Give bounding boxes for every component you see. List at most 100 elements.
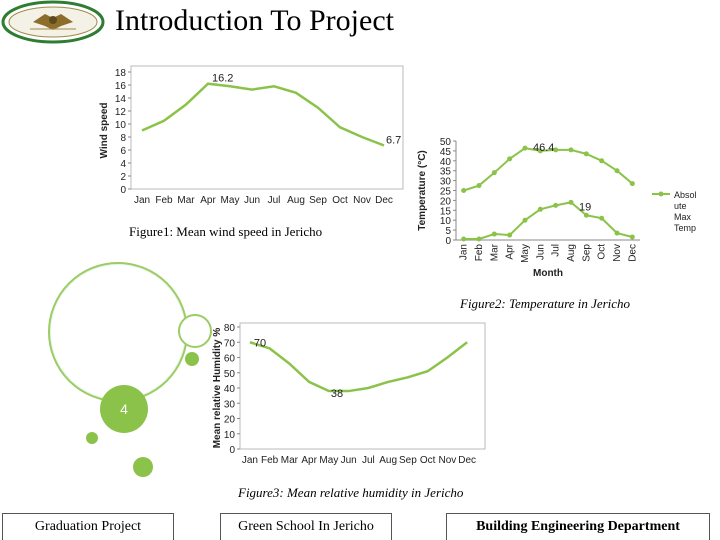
x-tick-label: Oct [332, 195, 348, 206]
y-tick-label: 30 [440, 177, 452, 188]
data-point [507, 232, 513, 238]
y-tick-label: 50 [224, 369, 236, 380]
x-tick-label: May [221, 195, 240, 206]
x-tick-label: Jan [242, 455, 258, 466]
data-label: 6.7 [386, 134, 401, 146]
x-tick-label: Jun [244, 195, 260, 206]
y-tick-label: 10 [440, 216, 452, 227]
data-point [461, 188, 467, 193]
x-tick-label: Jul [362, 455, 375, 466]
series-line [463, 147, 633, 192]
x-tick-label: Jan [134, 195, 150, 206]
y-tick-label: 6 [120, 146, 126, 157]
x-tick-label: Mar [177, 195, 195, 206]
data-point [491, 231, 497, 237]
y-tick-label: 20 [440, 196, 452, 207]
x-tick-label: Aug [566, 244, 577, 262]
decorative-circle-large [48, 262, 188, 402]
step-number-circle: 4 [100, 385, 148, 433]
data-point [476, 183, 482, 189]
data-point [583, 151, 589, 157]
data-label: 19 [579, 201, 591, 213]
y-tick-label: 20 [224, 415, 236, 426]
x-tick-label: Feb [474, 244, 485, 262]
x-tick-label: Feb [261, 455, 279, 466]
series-line [463, 201, 633, 241]
x-tick-label: Jul [551, 244, 562, 257]
data-label: 16.2 [212, 73, 233, 85]
y-axis-label: Wind speed [99, 102, 110, 158]
data-label: 70 [254, 337, 266, 349]
y-tick-label: 40 [224, 384, 236, 395]
header-bar: Introduction To Project [0, 0, 720, 44]
decorative-circle-medium [178, 314, 212, 348]
legend-label: ute [674, 201, 687, 211]
y-tick-label: 10 [224, 430, 236, 441]
x-tick-label: Apr [301, 455, 317, 466]
y-tick-label: 50 [440, 137, 452, 148]
legend-label: Max [674, 212, 692, 222]
data-point [629, 181, 635, 187]
x-tick-label: Sep [309, 195, 327, 206]
y-tick-label: 12 [115, 107, 127, 118]
data-point [522, 217, 528, 223]
legend-label: Temp [674, 223, 696, 233]
x-tick-label: Oct [597, 244, 608, 260]
x-tick-label: Nov [438, 455, 456, 466]
y-tick-label: 40 [440, 157, 452, 168]
x-tick-label: Nov [612, 244, 623, 262]
y-tick-label: 2 [120, 172, 126, 183]
wind-speed-chart: 0 2 4 6 8 10 12 14 16 18 Jan Feb Mar Apr May Jun Jul Aug S… [99, 65, 404, 206]
x-tick-label: May [319, 455, 338, 466]
y-tick-label: 60 [224, 354, 236, 365]
y-tick-label: 0 [445, 236, 451, 247]
y-tick-label: 15 [440, 206, 452, 217]
footer-building-department: Building Engineering Department [446, 513, 710, 540]
y-tick-label: 4 [120, 159, 126, 170]
y-axis-label: Mean relative Humidity % [212, 328, 223, 449]
x-tick-label: Jan [459, 244, 470, 260]
data-point [507, 156, 513, 162]
x-tick-label: Nov [353, 195, 371, 206]
figure3-caption: Figure3: Mean relative humidity in Jeric… [238, 485, 464, 500]
data-point [553, 202, 559, 208]
y-tick-label: 16 [115, 81, 127, 92]
data-point [629, 234, 635, 240]
x-tick-label: Jun [535, 244, 546, 260]
footer-green-school: Green School In Jericho [220, 513, 392, 540]
data-point [537, 148, 543, 154]
x-tick-label: Apr [200, 195, 216, 206]
y-tick-label: 0 [120, 185, 126, 196]
y-tick-label: 18 [115, 68, 127, 79]
decorative-circle-bottom [133, 457, 153, 477]
data-point [599, 215, 605, 221]
data-point [599, 158, 605, 164]
x-tick-label: May [520, 244, 531, 263]
figure1-caption: Figure1: Mean wind speed in Jericho [129, 224, 323, 239]
humidity-chart: 0 10 20 30 40 50 60 70 80 Jan Feb Mar Apr May Jun Jul Au… [212, 322, 486, 466]
x-tick-label: Sep [399, 455, 417, 466]
x-tick-label: Dec [458, 455, 476, 466]
step-number: 4 [120, 401, 128, 417]
data-point [614, 168, 620, 174]
x-tick-label: Feb [155, 195, 173, 206]
y-tick-label: 45 [440, 147, 452, 158]
y-axis-label: Temperature (°C) [417, 150, 428, 231]
data-point [553, 147, 559, 153]
y-tick-label: 8 [120, 133, 126, 144]
x-tick-label: Aug [287, 195, 305, 206]
x-tick-label: Sep [581, 244, 592, 262]
y-tick-label: 25 [440, 187, 452, 198]
plot-frame [239, 322, 486, 450]
x-tick-label: Jun [341, 455, 357, 466]
figure2-caption: Figure2: Temperature in Jericho [460, 296, 631, 311]
data-label: 38 [331, 388, 343, 400]
data-point [614, 230, 620, 236]
x-tick-label: Mar [281, 455, 299, 466]
y-tick-label: 10 [115, 120, 127, 131]
y-tick-label: 5 [445, 226, 451, 237]
x-tick-label: Dec [627, 244, 638, 262]
data-label: 46.4 [533, 142, 554, 154]
data-point [537, 206, 543, 212]
